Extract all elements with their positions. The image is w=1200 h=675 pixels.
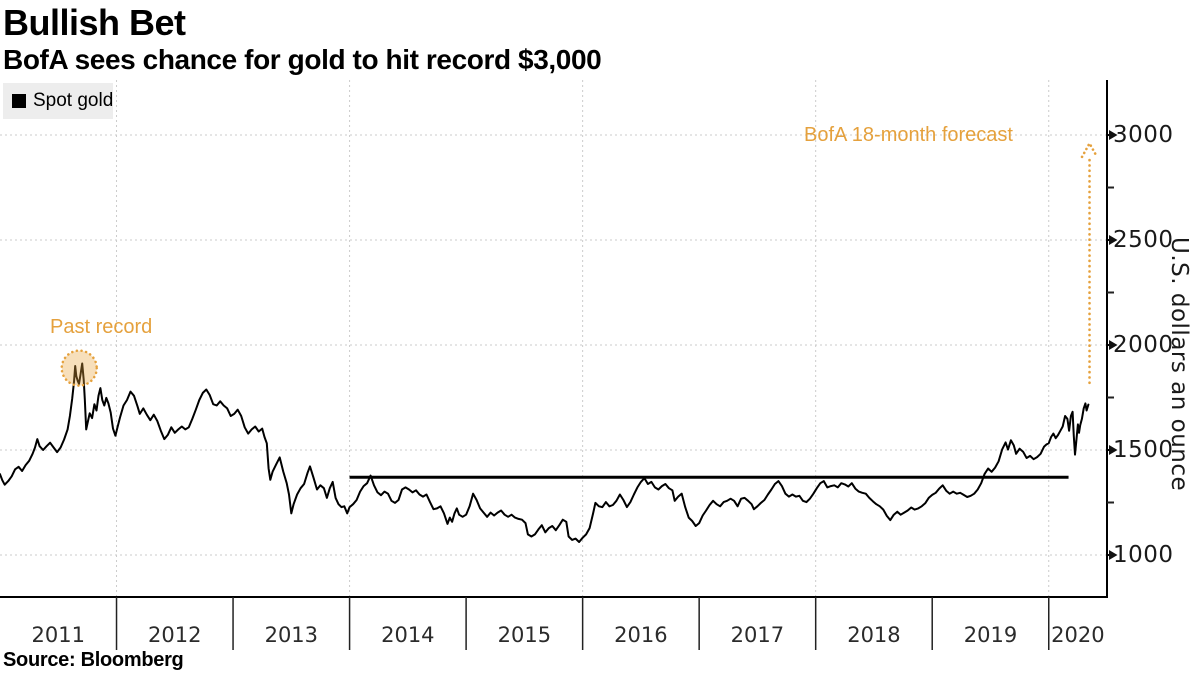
source-note: Source: Bloomberg — [3, 649, 184, 671]
forecast-arrowhead — [1080, 140, 1099, 159]
x-axis-label: 2015 — [497, 623, 552, 647]
y-axis-label: 2500 — [1113, 227, 1174, 253]
past-record-circle — [60, 349, 98, 387]
page-subtitle: BofA sees chance for gold to hit record … — [3, 44, 602, 75]
y-tick-arrow — [1109, 445, 1118, 456]
annotation-forecast: BofA 18-month forecast — [803, 124, 1013, 146]
x-axis-label: 2013 — [264, 623, 319, 647]
annotation-past-record: Past record — [50, 316, 153, 338]
x-axis-label: 2019 — [963, 623, 1018, 647]
y-axis-label: 2000 — [1113, 332, 1174, 358]
legend: Spot gold — [3, 83, 113, 119]
y-axis-label: 1500 — [1113, 437, 1174, 463]
y-tick-arrow — [1109, 340, 1118, 351]
x-axis-label: 2012 — [148, 623, 202, 647]
x-axis-label: 2011 — [31, 623, 85, 647]
y-axis-label: 1000 — [1113, 542, 1174, 568]
x-axis-label: 2018 — [847, 623, 901, 647]
x-axis-label: 2016 — [614, 623, 668, 647]
legend-label: Spot gold — [33, 90, 114, 111]
x-axis-label: 2020 — [1051, 623, 1105, 647]
x-axis-label: 2017 — [730, 623, 785, 647]
y-tick-arrow — [1109, 130, 1118, 141]
x-axis-label: 2014 — [381, 623, 435, 647]
y-tick-arrow — [1109, 235, 1118, 246]
y-axis-title: U.S. dollars an ounce — [1166, 236, 1192, 492]
y-tick-arrow — [1109, 550, 1118, 561]
y-axis-label: 3000 — [1113, 122, 1174, 149]
legend-marker-spot-gold — [12, 94, 26, 108]
page-title: Bullish Bet — [3, 2, 186, 43]
series-line-spot-gold — [0, 362, 1090, 543]
